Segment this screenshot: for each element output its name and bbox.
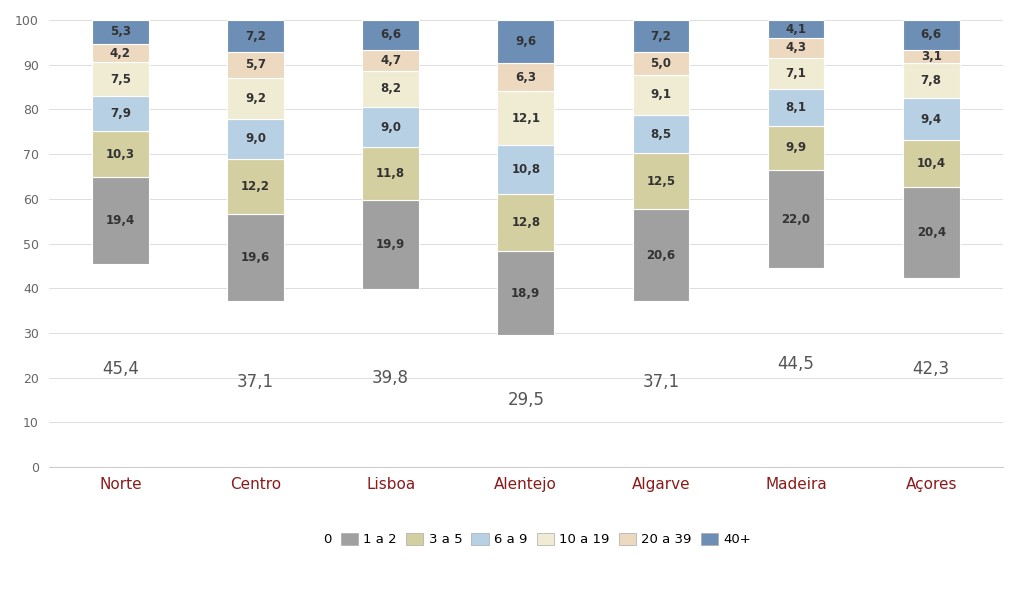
Bar: [498, 250, 554, 335]
Text: 12,2: 12,2: [241, 180, 270, 193]
Bar: [768, 170, 825, 268]
Bar: [632, 116, 689, 153]
Text: 9,0: 9,0: [245, 132, 266, 145]
Bar: [768, 38, 825, 57]
Text: 8,5: 8,5: [651, 128, 672, 141]
Text: 9,4: 9,4: [920, 113, 942, 126]
Text: 5,0: 5,0: [651, 57, 672, 70]
Text: 4,3: 4,3: [786, 42, 806, 54]
Text: 9,2: 9,2: [245, 92, 266, 105]
Bar: [92, 96, 149, 131]
Bar: [362, 107, 419, 148]
Text: 29,5: 29,5: [507, 391, 545, 409]
Text: 4,2: 4,2: [110, 47, 131, 60]
Bar: [227, 77, 284, 119]
Bar: [362, 50, 419, 71]
Text: 18,9: 18,9: [511, 287, 541, 299]
Bar: [227, 52, 284, 77]
Bar: [362, 148, 419, 200]
Text: 9,9: 9,9: [786, 141, 806, 154]
Bar: [768, 126, 825, 170]
Text: 8,1: 8,1: [786, 101, 806, 114]
Bar: [498, 20, 554, 63]
Bar: [632, 74, 689, 116]
Text: 9,0: 9,0: [380, 121, 401, 134]
Text: 8,2: 8,2: [380, 82, 401, 96]
Bar: [632, 209, 689, 301]
Text: 11,8: 11,8: [376, 168, 405, 180]
Text: 9,1: 9,1: [651, 88, 672, 102]
Text: 6,6: 6,6: [920, 28, 942, 41]
Text: 19,4: 19,4: [106, 214, 135, 227]
Bar: [362, 20, 419, 50]
Bar: [92, 44, 149, 62]
Text: 5,3: 5,3: [110, 25, 131, 38]
Text: 7,2: 7,2: [651, 30, 672, 42]
Bar: [498, 63, 554, 91]
Bar: [92, 62, 149, 96]
Text: 7,2: 7,2: [245, 30, 266, 42]
Text: 10,8: 10,8: [511, 163, 541, 176]
Text: 42,3: 42,3: [913, 360, 950, 378]
Text: 12,1: 12,1: [511, 112, 541, 125]
Bar: [227, 214, 284, 301]
Text: 45,4: 45,4: [102, 360, 138, 378]
Bar: [903, 64, 960, 98]
Text: 44,5: 44,5: [778, 355, 814, 373]
Text: 7,9: 7,9: [110, 107, 131, 120]
Text: 6,3: 6,3: [515, 71, 536, 83]
Text: 7,1: 7,1: [786, 67, 806, 80]
Text: 9,6: 9,6: [515, 35, 536, 48]
Legend: 0, 1 a 2, 3 a 5, 6 a 9, 10 a 19, 20 a 39, 40+: 0, 1 a 2, 3 a 5, 6 a 9, 10 a 19, 20 a 39…: [295, 528, 756, 552]
Text: 6,6: 6,6: [380, 28, 401, 41]
Bar: [92, 177, 149, 264]
Text: 37,1: 37,1: [642, 373, 679, 391]
Bar: [632, 52, 689, 74]
Bar: [498, 194, 554, 250]
Bar: [498, 145, 554, 194]
Text: 12,8: 12,8: [511, 215, 541, 229]
Text: 7,8: 7,8: [920, 74, 942, 87]
Text: 5,7: 5,7: [245, 59, 266, 71]
Text: 22,0: 22,0: [782, 212, 810, 226]
Bar: [903, 20, 960, 50]
Text: 37,1: 37,1: [237, 373, 274, 391]
Bar: [227, 159, 284, 214]
Bar: [362, 71, 419, 107]
Bar: [92, 131, 149, 177]
Bar: [362, 200, 419, 289]
Bar: [903, 187, 960, 278]
Text: 7,5: 7,5: [110, 73, 131, 86]
Text: 19,6: 19,6: [241, 251, 270, 264]
Bar: [92, 20, 149, 44]
Text: 3,1: 3,1: [921, 50, 942, 63]
Bar: [498, 91, 554, 145]
Text: 10,4: 10,4: [916, 157, 946, 170]
Text: 39,8: 39,8: [373, 369, 409, 387]
Bar: [768, 57, 825, 90]
Bar: [903, 98, 960, 140]
Bar: [768, 90, 825, 126]
Text: 4,1: 4,1: [786, 22, 806, 36]
Bar: [632, 20, 689, 52]
Text: 10,3: 10,3: [106, 148, 134, 161]
Bar: [632, 153, 689, 209]
Bar: [903, 50, 960, 64]
Text: 20,6: 20,6: [646, 249, 676, 262]
Bar: [768, 20, 825, 38]
Text: 12,5: 12,5: [646, 175, 676, 188]
Text: 19,9: 19,9: [376, 238, 405, 251]
Bar: [227, 20, 284, 52]
Text: 20,4: 20,4: [916, 226, 946, 239]
Text: 4,7: 4,7: [380, 53, 401, 67]
Bar: [227, 119, 284, 159]
Bar: [903, 140, 960, 187]
